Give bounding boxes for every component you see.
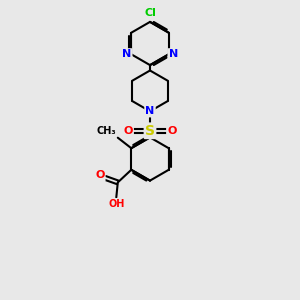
Text: OH: OH <box>108 199 124 209</box>
Text: N: N <box>169 49 178 59</box>
Text: O: O <box>123 126 133 136</box>
Text: S: S <box>145 124 155 138</box>
Text: N: N <box>146 106 154 116</box>
Text: O: O <box>167 126 177 136</box>
Text: CH₃: CH₃ <box>96 126 116 136</box>
Text: Cl: Cl <box>144 8 156 19</box>
Text: N: N <box>122 49 131 59</box>
Text: O: O <box>95 170 104 181</box>
